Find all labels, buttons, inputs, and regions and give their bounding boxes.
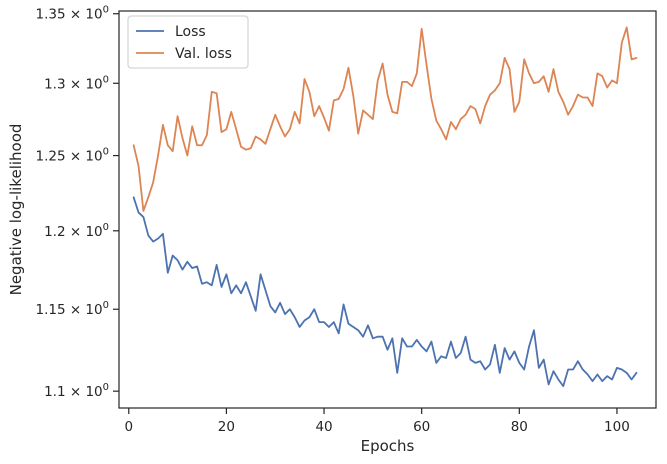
series-layer (132, 26, 638, 388)
y-tick-label: 1.25 × 100 (35, 147, 109, 165)
y-tick-label: 1.35 × 100 (35, 5, 109, 23)
y-tick-label: 1.2 × 100 (44, 222, 109, 240)
plot-frame (118, 10, 657, 409)
x-tick-label: 40 (315, 419, 332, 435)
legend-entry: Loss (175, 24, 206, 40)
series-line-val-loss (132, 26, 638, 212)
y-axis-label: Negative log-likelihood (7, 124, 25, 296)
legend: Loss Val. loss (127, 15, 249, 69)
y-tick-label: 1.3 × 100 (44, 74, 109, 92)
x-tick-label: 0 (124, 419, 133, 435)
x-tick-label: 100 (604, 419, 630, 435)
x-tick-label: 60 (413, 419, 430, 435)
x-axis-label: Epochs (361, 437, 415, 455)
x-tick-label: 80 (511, 419, 528, 435)
y-axis-ticks: 1.1 × 100 1.15 × 100 1.2 × 100 1.25 × 100 1.… (35, 5, 119, 400)
x-tick-label: 20 (218, 419, 235, 435)
x-axis-ticks: 0 20 40 60 80 100 (124, 408, 630, 435)
y-tick-label: 1.1 × 100 (44, 382, 109, 400)
legend-entry: Val. loss (175, 46, 232, 62)
legend-box (127, 15, 249, 69)
series-line-loss (132, 196, 638, 388)
y-tick-label: 1.15 × 100 (35, 300, 109, 318)
